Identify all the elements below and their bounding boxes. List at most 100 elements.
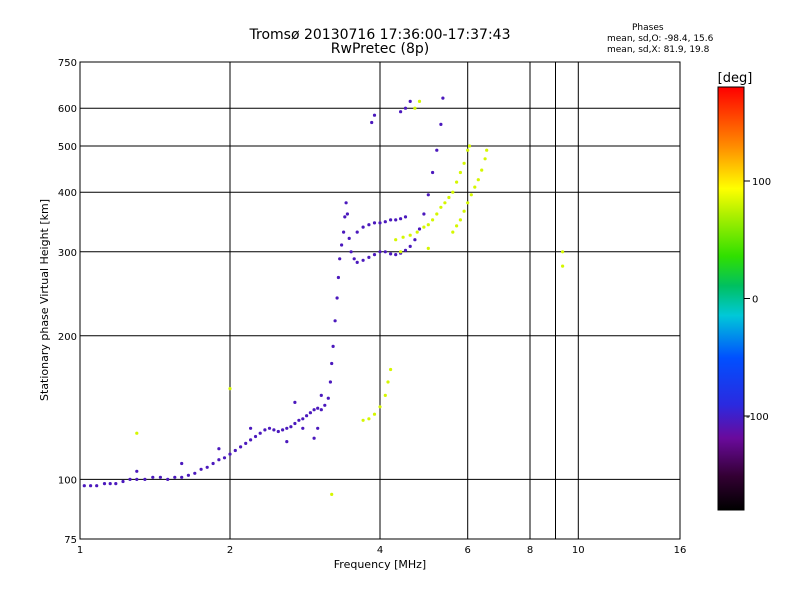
data-point bbox=[336, 275, 340, 280]
data-point bbox=[417, 99, 422, 103]
data-point bbox=[367, 255, 371, 259]
data-point bbox=[330, 492, 334, 496]
data-point bbox=[439, 122, 443, 126]
data-point bbox=[439, 205, 443, 209]
data-point bbox=[253, 434, 258, 439]
data-point bbox=[408, 99, 412, 103]
data-point bbox=[205, 465, 209, 469]
data-point bbox=[293, 421, 297, 426]
x-tick-label: 1 bbox=[77, 545, 83, 556]
data-point bbox=[476, 178, 480, 182]
data-point bbox=[441, 96, 445, 100]
data-point bbox=[258, 431, 262, 435]
x-tick-label: 16 bbox=[674, 545, 687, 556]
data-point bbox=[328, 380, 332, 384]
data-point bbox=[158, 475, 162, 479]
data-point bbox=[301, 417, 305, 421]
data-point bbox=[462, 209, 466, 213]
data-point bbox=[372, 253, 377, 257]
y-tick-label: 200 bbox=[58, 332, 77, 343]
data-point bbox=[330, 361, 334, 366]
data-point bbox=[312, 408, 316, 412]
x-tick-label: 6 bbox=[465, 545, 471, 556]
data-point bbox=[128, 477, 132, 481]
y-tick-label: 100 bbox=[58, 475, 77, 486]
data-point bbox=[352, 257, 356, 261]
data-point bbox=[305, 414, 309, 418]
plot-frame bbox=[79, 61, 681, 540]
data-point bbox=[355, 230, 359, 234]
data-point bbox=[469, 193, 473, 197]
data-point bbox=[372, 221, 377, 225]
data-point bbox=[451, 230, 455, 234]
x-tick-label: 10 bbox=[572, 545, 585, 556]
data-point bbox=[217, 458, 221, 462]
data-point bbox=[455, 180, 459, 184]
data-point bbox=[394, 253, 398, 257]
data-point bbox=[135, 431, 139, 435]
data-point bbox=[561, 264, 565, 268]
data-point bbox=[361, 418, 365, 422]
data-point bbox=[222, 456, 227, 460]
data-point bbox=[361, 258, 365, 262]
data-point bbox=[345, 212, 349, 216]
data-point bbox=[193, 471, 197, 475]
data-point bbox=[458, 218, 462, 222]
data-point bbox=[426, 193, 430, 197]
data-point bbox=[394, 218, 398, 222]
phase-stats-heading: Phases bbox=[632, 23, 664, 33]
data-point bbox=[389, 252, 393, 256]
chart-title: Tromsø 20130716 17:36:00-17:37:43 bbox=[249, 27, 511, 43]
data-point bbox=[166, 477, 170, 481]
data-point bbox=[386, 380, 390, 384]
data-point bbox=[82, 484, 86, 488]
x-axis-ticks: 1 2 4 6 8 10 16 bbox=[77, 545, 687, 556]
data-point bbox=[372, 113, 377, 117]
grid-lines bbox=[80, 62, 680, 539]
y-tick-label: 750 bbox=[58, 58, 77, 69]
data-point bbox=[378, 250, 382, 254]
data-point bbox=[408, 233, 412, 237]
data-point bbox=[249, 438, 253, 442]
data-point bbox=[451, 190, 455, 194]
data-point bbox=[143, 477, 147, 481]
data-point bbox=[367, 223, 371, 227]
data-point bbox=[413, 238, 417, 242]
data-point bbox=[372, 412, 377, 416]
data-point bbox=[114, 482, 118, 486]
data-point bbox=[333, 319, 337, 323]
data-point bbox=[403, 248, 408, 252]
data-point bbox=[343, 215, 347, 219]
y-axis-ticks: 75 100 200 300 400 500 600 750 bbox=[58, 58, 77, 546]
data-point bbox=[399, 217, 403, 221]
data-point bbox=[342, 230, 346, 234]
data-point bbox=[485, 148, 489, 152]
data-point bbox=[180, 475, 184, 479]
data-point bbox=[121, 479, 125, 484]
data-point bbox=[344, 201, 348, 205]
data-point bbox=[272, 428, 276, 432]
x-tick-label: 8 bbox=[527, 545, 533, 556]
data-point bbox=[347, 236, 351, 240]
data-point bbox=[180, 461, 184, 466]
data-point bbox=[289, 425, 293, 429]
colorbar-tick-label: 100 bbox=[752, 177, 771, 188]
y-tick-label: 400 bbox=[58, 188, 77, 199]
data-point bbox=[233, 448, 237, 453]
data-point bbox=[431, 170, 435, 175]
data-point bbox=[378, 405, 382, 409]
data-point bbox=[319, 393, 323, 397]
data-point bbox=[417, 227, 422, 231]
data-point bbox=[217, 447, 221, 451]
data-point bbox=[431, 218, 435, 222]
y-axis-label: Stationary phase Virtual Height [km] bbox=[38, 199, 51, 401]
y-tick-label: 500 bbox=[58, 142, 77, 153]
data-point bbox=[378, 221, 382, 225]
colorbar-tick-label: 0 bbox=[752, 295, 758, 306]
data-points bbox=[82, 96, 565, 496]
x-tick-label: 2 bbox=[227, 545, 233, 556]
data-point bbox=[394, 238, 398, 242]
data-point bbox=[403, 106, 408, 110]
data-point bbox=[102, 482, 107, 486]
